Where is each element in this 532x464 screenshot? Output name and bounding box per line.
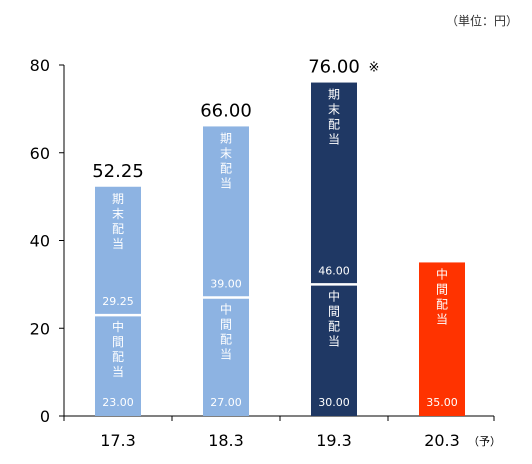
segment-label-19.3-0-char: 当 <box>328 334 340 348</box>
segment-label-17.3-0-char: 当 <box>112 365 124 379</box>
segment-label-18.3-1-char: 期 <box>220 131 232 145</box>
segment-label-17.3-1-char: 期 <box>112 192 124 206</box>
y-tick-label: 80 <box>30 56 50 75</box>
y-tick-label: 60 <box>30 144 50 163</box>
segment-label-19.3-0-char: 間 <box>328 304 340 318</box>
bar-20.3-interim <box>419 262 465 416</box>
segment-label-19.3-0-char: 配 <box>328 319 340 333</box>
segment-label-17.3-1-char: 当 <box>112 237 124 251</box>
segment-value-label: 29.25 <box>102 295 134 308</box>
segment-label-18.3-0-char: 中 <box>220 302 232 317</box>
y-tick-label: 40 <box>30 232 50 251</box>
segment-value-label: 23.00 <box>102 396 134 409</box>
bar-18.3-interim <box>203 297 249 416</box>
segment-label-17.3-1-char: 末 <box>112 207 124 221</box>
segment-label-19.3-1-char: 末 <box>328 103 340 117</box>
y-tick-label: 20 <box>30 319 50 338</box>
segment-label-20.3-0-char: 当 <box>436 312 448 326</box>
segment-label-18.3-0-char: 配 <box>220 333 232 347</box>
total-label: 76.00 <box>308 57 360 78</box>
segment-value-label: 27.00 <box>210 396 242 409</box>
x-tick-label: 17.3 <box>100 431 136 450</box>
segment-label-20.3-0-char: 配 <box>436 297 448 311</box>
bar-17.3-final <box>95 186 141 316</box>
segment-label-18.3-1-char: 配 <box>220 161 232 175</box>
segment-label-20.3-0-char: 間 <box>436 282 448 296</box>
segment-label-18.3-1-char: 末 <box>220 146 232 160</box>
y-tick-label: 0 <box>40 407 50 426</box>
segment-value-label: 30.00 <box>318 396 350 409</box>
bar-17.3-interim <box>95 315 141 416</box>
segment-label-20.3-0-char: 中 <box>436 266 448 281</box>
total-label: 66.00 <box>200 100 252 121</box>
segment-label-17.3-1-char: 配 <box>112 222 124 236</box>
segment-label-18.3-1-char: 当 <box>220 176 232 190</box>
x-tick-label: 20.3 <box>424 431 460 450</box>
segment-label-17.3-0-char: 中 <box>112 319 124 334</box>
segment-label-17.3-0-char: 間 <box>112 335 124 349</box>
x-tick-label: 19.3 <box>316 431 352 450</box>
segment-label-18.3-0-char: 間 <box>220 318 232 332</box>
segment-value-label: 35.00 <box>426 396 458 409</box>
bar-18.3-final <box>203 126 249 298</box>
segment-label-19.3-1-char: 配 <box>328 118 340 132</box>
total-mark: ※ <box>369 61 380 76</box>
total-label: 52.25 <box>92 161 144 182</box>
segment-label-18.3-0-char: 当 <box>220 348 232 362</box>
segment-label-19.3-0-char: 中 <box>328 288 340 303</box>
segment-value-label: 46.00 <box>318 264 350 277</box>
bar-19.3-final <box>311 82 357 285</box>
segment-value-label: 39.00 <box>210 278 242 291</box>
x-tick-label: 18.3 <box>208 431 244 450</box>
bar-19.3-interim <box>311 284 357 416</box>
unit-label: （単位：円） <box>445 14 518 28</box>
segment-label-17.3-0-char: 配 <box>112 350 124 364</box>
x-tick-suffix: （予） <box>468 435 501 448</box>
segment-label-19.3-1-char: 期 <box>328 88 340 102</box>
segment-label-19.3-1-char: 当 <box>328 133 340 147</box>
